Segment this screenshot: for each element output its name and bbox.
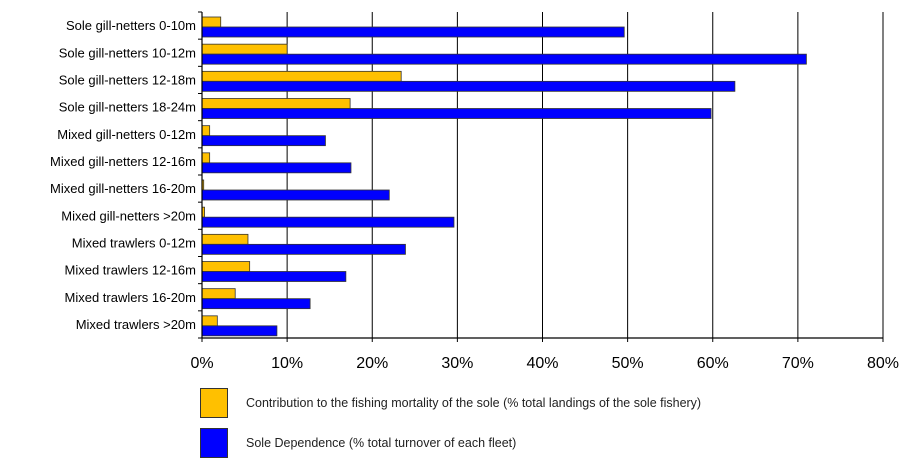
category-label: Sole gill-netters 18-24m bbox=[59, 100, 196, 115]
bar-contribution-8 bbox=[201, 233, 249, 245]
bar-dependence-10 bbox=[201, 298, 311, 310]
legend-swatch-dependence bbox=[200, 428, 228, 458]
x-tick-label: 10% bbox=[271, 355, 303, 372]
bar-contribution-0 bbox=[201, 16, 222, 28]
bar-contribution-3 bbox=[201, 98, 351, 109]
bar-contribution-4 bbox=[201, 125, 211, 137]
legend-label-contribution: Contribution to the fishing mortality of… bbox=[246, 396, 702, 410]
bar-dependence-1 bbox=[201, 53, 807, 65]
category-label: Mixed trawlers 0-12m bbox=[72, 235, 196, 250]
category-label: Mixed gill-netters 12-16m bbox=[50, 154, 196, 169]
bar-dependence-9 bbox=[201, 271, 347, 282]
bar-contribution-5 bbox=[201, 152, 211, 164]
bar-contribution-11 bbox=[201, 315, 218, 327]
x-tick-label: 60% bbox=[697, 355, 729, 372]
bar-dependence-7 bbox=[201, 216, 455, 228]
category-label: Sole gill-netters 0-10m bbox=[66, 18, 196, 33]
bar-dependence-2 bbox=[201, 80, 736, 92]
category-label: Mixed trawlers >20m bbox=[76, 317, 196, 332]
legend-label-dependence: Sole Dependence (% total turnover of eac… bbox=[246, 436, 517, 450]
bar-dependence-4 bbox=[201, 135, 326, 147]
legend-swatch-contribution bbox=[200, 388, 228, 418]
legend-entry-contribution: Contribution to the fishing mortality of… bbox=[200, 387, 900, 419]
bar-contribution-1 bbox=[201, 43, 288, 55]
bar-dependence-6 bbox=[201, 189, 390, 201]
bar-dependence-5 bbox=[201, 162, 352, 174]
bar-contribution-2 bbox=[201, 70, 402, 82]
bar-dependence-0 bbox=[201, 26, 625, 38]
category-label: Mixed trawlers 16-20m bbox=[65, 290, 197, 305]
category-label: Mixed trawlers 12-16m bbox=[65, 263, 197, 278]
bar-dependence-11 bbox=[201, 325, 278, 337]
bar-dependence-3 bbox=[201, 108, 712, 119]
x-tick-label: 20% bbox=[356, 355, 388, 372]
x-tick-label: 0% bbox=[190, 355, 213, 372]
legend-entry-dependence: Sole Dependence (% total turnover of eac… bbox=[200, 427, 900, 459]
bar-contribution-9 bbox=[201, 261, 251, 272]
category-label: Sole gill-netters 10-12m bbox=[59, 45, 196, 60]
category-label: Mixed gill-netters 0-12m bbox=[57, 127, 196, 142]
bar-contribution-10 bbox=[201, 288, 236, 300]
category-label: Mixed gill-netters >20m bbox=[61, 208, 196, 223]
category-label: Mixed gill-netters 16-20m bbox=[50, 181, 196, 196]
x-tick-label: 30% bbox=[441, 355, 473, 372]
bar-dependence-8 bbox=[201, 243, 406, 255]
x-tick-label: 40% bbox=[526, 355, 558, 372]
x-tick-label: 70% bbox=[782, 355, 814, 372]
x-tick-label: 80% bbox=[867, 355, 899, 372]
category-label: Sole gill-netters 12-18m bbox=[59, 72, 196, 87]
x-tick-label: 50% bbox=[612, 355, 644, 372]
